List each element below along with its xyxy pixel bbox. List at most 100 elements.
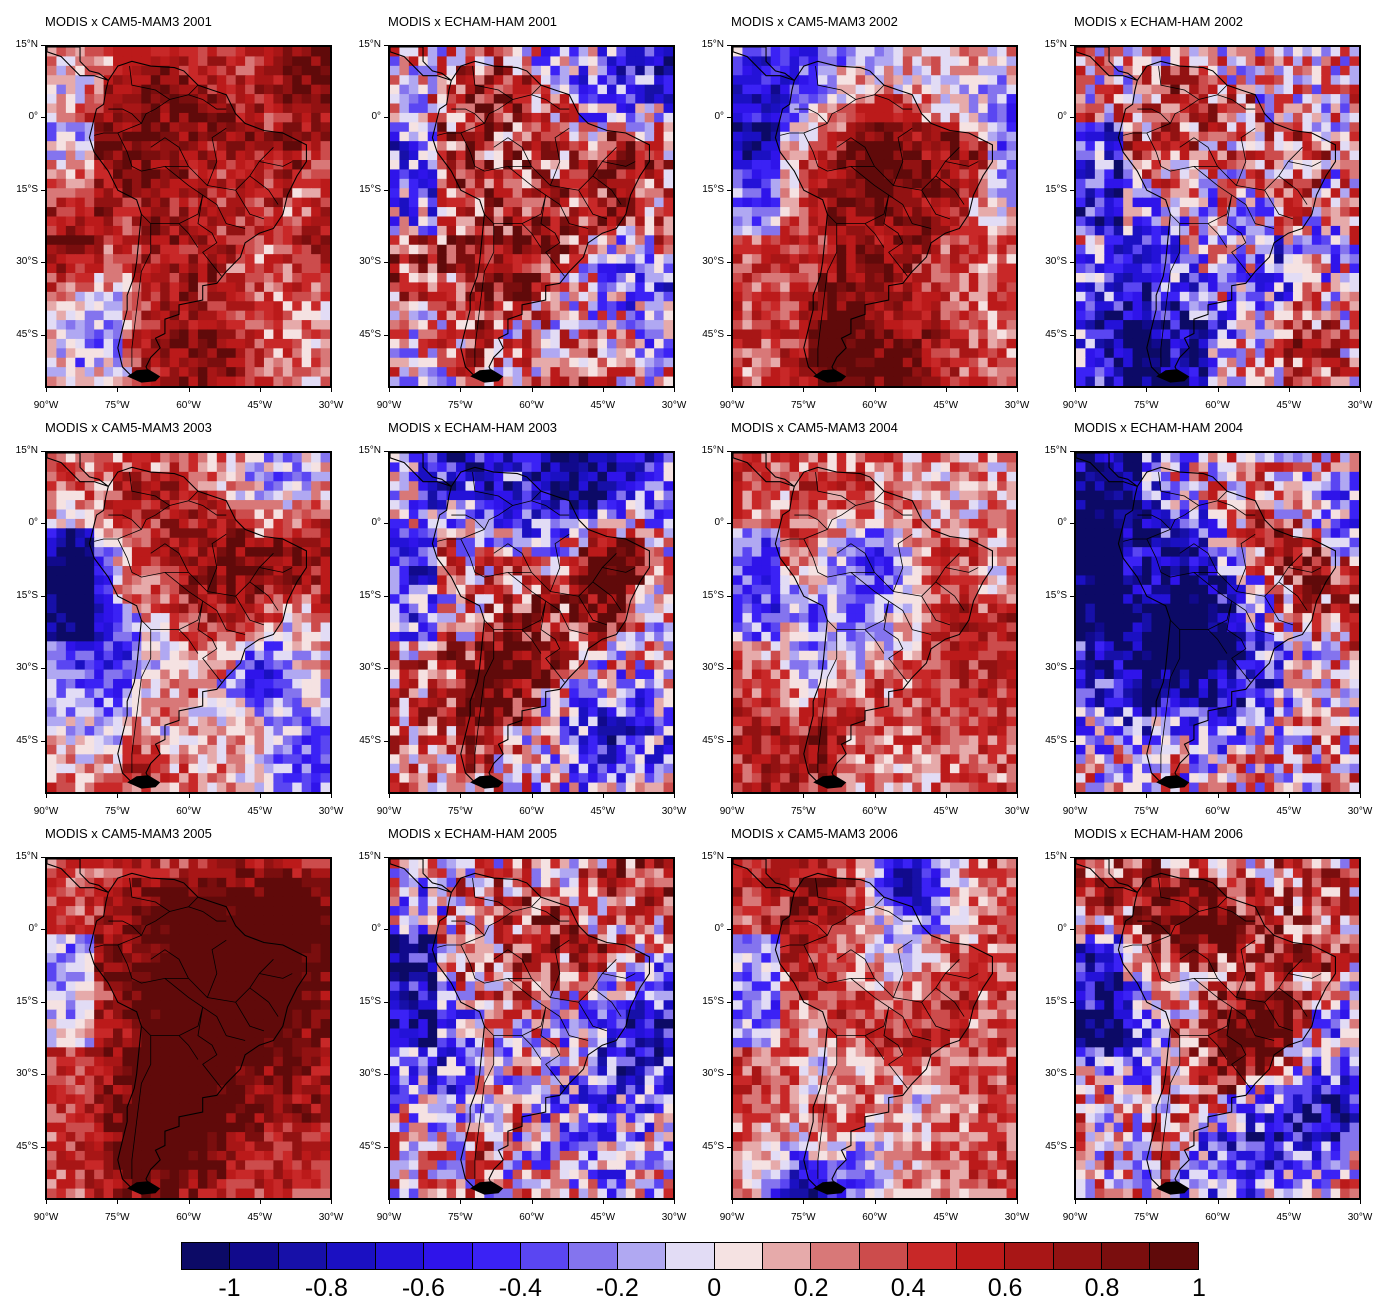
latitude-label: 15°N: [359, 39, 381, 50]
longitude-label: 45°W: [247, 400, 272, 411]
map-svg: [390, 859, 673, 1198]
latitude-label: 15°N: [1045, 851, 1067, 862]
panel-title: MODIS x CAM5-MAM3 2003: [45, 420, 212, 435]
colorbar-swatch: [521, 1243, 569, 1269]
latitude-label: 30°S: [1045, 256, 1067, 267]
longitude-label: 45°W: [933, 1212, 958, 1223]
latitude-label: 15°S: [16, 590, 38, 601]
latitude-label: 45°S: [16, 735, 38, 746]
latitude-label: 0°: [714, 517, 724, 528]
latitude-label: 0°: [28, 517, 38, 528]
latitude-label: 30°S: [16, 256, 38, 267]
latitude-label: 45°S: [702, 329, 724, 340]
latitude-label: 15°N: [359, 445, 381, 456]
contour-fill: [1076, 47, 1359, 386]
latitude-label: 0°: [28, 923, 38, 934]
longitude-label: 90°W: [720, 806, 745, 817]
colorbar-swatch: [327, 1243, 375, 1269]
longitude-label: 75°W: [105, 400, 130, 411]
latitude-label: 30°S: [16, 662, 38, 673]
latitude-label: 15°S: [16, 184, 38, 195]
correlation-map: [1074, 451, 1361, 794]
panel-title: MODIS x CAM5-MAM3 2005: [45, 826, 212, 841]
longitude-label: 30°W: [1005, 806, 1030, 817]
colorbar-swatch: [908, 1243, 956, 1269]
longitude-label: 90°W: [720, 400, 745, 411]
correlation-map: [45, 857, 332, 1200]
longitude-label: 90°W: [377, 806, 402, 817]
latitude-label: 30°S: [702, 662, 724, 673]
colorbar-swatch: [473, 1243, 521, 1269]
contour-fill: [733, 859, 1016, 1198]
contour-fill: [47, 47, 330, 386]
longitude-label: 60°W: [862, 1212, 887, 1223]
longitude-label: 30°W: [662, 400, 687, 411]
longitude-label: 45°W: [247, 1212, 272, 1223]
map-panel: MODIS x CAM5-MAM3 2003 15°N 0° 15°S 30°S 45°S…: [0, 420, 343, 825]
correlation-map: [1074, 857, 1361, 1200]
contour-fill: [390, 453, 673, 792]
longitude-label: 45°W: [590, 806, 615, 817]
map-svg: [47, 859, 330, 1198]
longitude-label: 30°W: [1348, 1212, 1373, 1223]
longitude-label: 60°W: [1205, 806, 1230, 817]
latitude-label: 0°: [371, 923, 381, 934]
colorbar-swatch: [666, 1243, 714, 1269]
correlation-map: [731, 857, 1018, 1200]
longitude-label: 60°W: [176, 1212, 201, 1223]
panel-title: MODIS x CAM5-MAM3 2001: [45, 14, 212, 29]
longitude-label: 75°W: [105, 806, 130, 817]
latitude-label: 15°N: [16, 39, 38, 50]
latitude-label: 15°N: [702, 445, 724, 456]
longitude-label: 60°W: [519, 400, 544, 411]
latitude-label: 15°S: [1045, 184, 1067, 195]
longitude-label: 60°W: [176, 400, 201, 411]
latitude-label: 15°N: [16, 851, 38, 862]
longitude-label: 30°W: [319, 806, 344, 817]
longitude-label: 60°W: [1205, 1212, 1230, 1223]
longitude-label: 30°W: [662, 1212, 687, 1223]
latitude-label: 15°S: [359, 996, 381, 1007]
colorbar-swatch: [618, 1243, 666, 1269]
map-svg: [390, 47, 673, 386]
longitude-label: 45°W: [933, 400, 958, 411]
map-svg: [390, 453, 673, 792]
colorbar-swatch: [1054, 1243, 1102, 1269]
latitude-label: 15°N: [702, 39, 724, 50]
contour-fill: [390, 47, 673, 386]
latitude-label: 15°S: [702, 590, 724, 601]
latitude-label: 15°S: [1045, 590, 1067, 601]
latitude-label: 30°S: [1045, 662, 1067, 673]
latitude-label: 15°N: [1045, 445, 1067, 456]
latitude-label: 15°N: [16, 445, 38, 456]
panel-title: MODIS x CAM5-MAM3 2006: [731, 826, 898, 841]
latitude-label: 30°S: [16, 1068, 38, 1079]
colorbar-swatch: [1150, 1243, 1197, 1269]
latitude-label: 15°S: [702, 184, 724, 195]
longitude-label: 75°W: [791, 806, 816, 817]
latitude-label: 45°S: [702, 1141, 724, 1152]
colorbar-swatch: [763, 1243, 811, 1269]
latitude-label: 30°S: [702, 1068, 724, 1079]
longitude-label: 75°W: [791, 1212, 816, 1223]
map-svg: [47, 47, 330, 386]
latitude-label: 45°S: [16, 329, 38, 340]
longitude-label: 60°W: [176, 806, 201, 817]
latitude-label: 0°: [371, 517, 381, 528]
latitude-label: 30°S: [702, 256, 724, 267]
colorbar: [181, 1242, 1199, 1270]
contour-fill: [1076, 453, 1359, 792]
correlation-map: [388, 45, 675, 388]
longitude-label: 30°W: [662, 806, 687, 817]
colorbar-swatch: [957, 1243, 1005, 1269]
panel-title: MODIS x ECHAM-HAM 2004: [1074, 420, 1243, 435]
longitude-label: 75°W: [1134, 1212, 1159, 1223]
panel-title: MODIS x ECHAM-HAM 2002: [1074, 14, 1243, 29]
colorbar-swatch: [424, 1243, 472, 1269]
longitude-label: 90°W: [377, 1212, 402, 1223]
map-svg: [1076, 47, 1359, 386]
